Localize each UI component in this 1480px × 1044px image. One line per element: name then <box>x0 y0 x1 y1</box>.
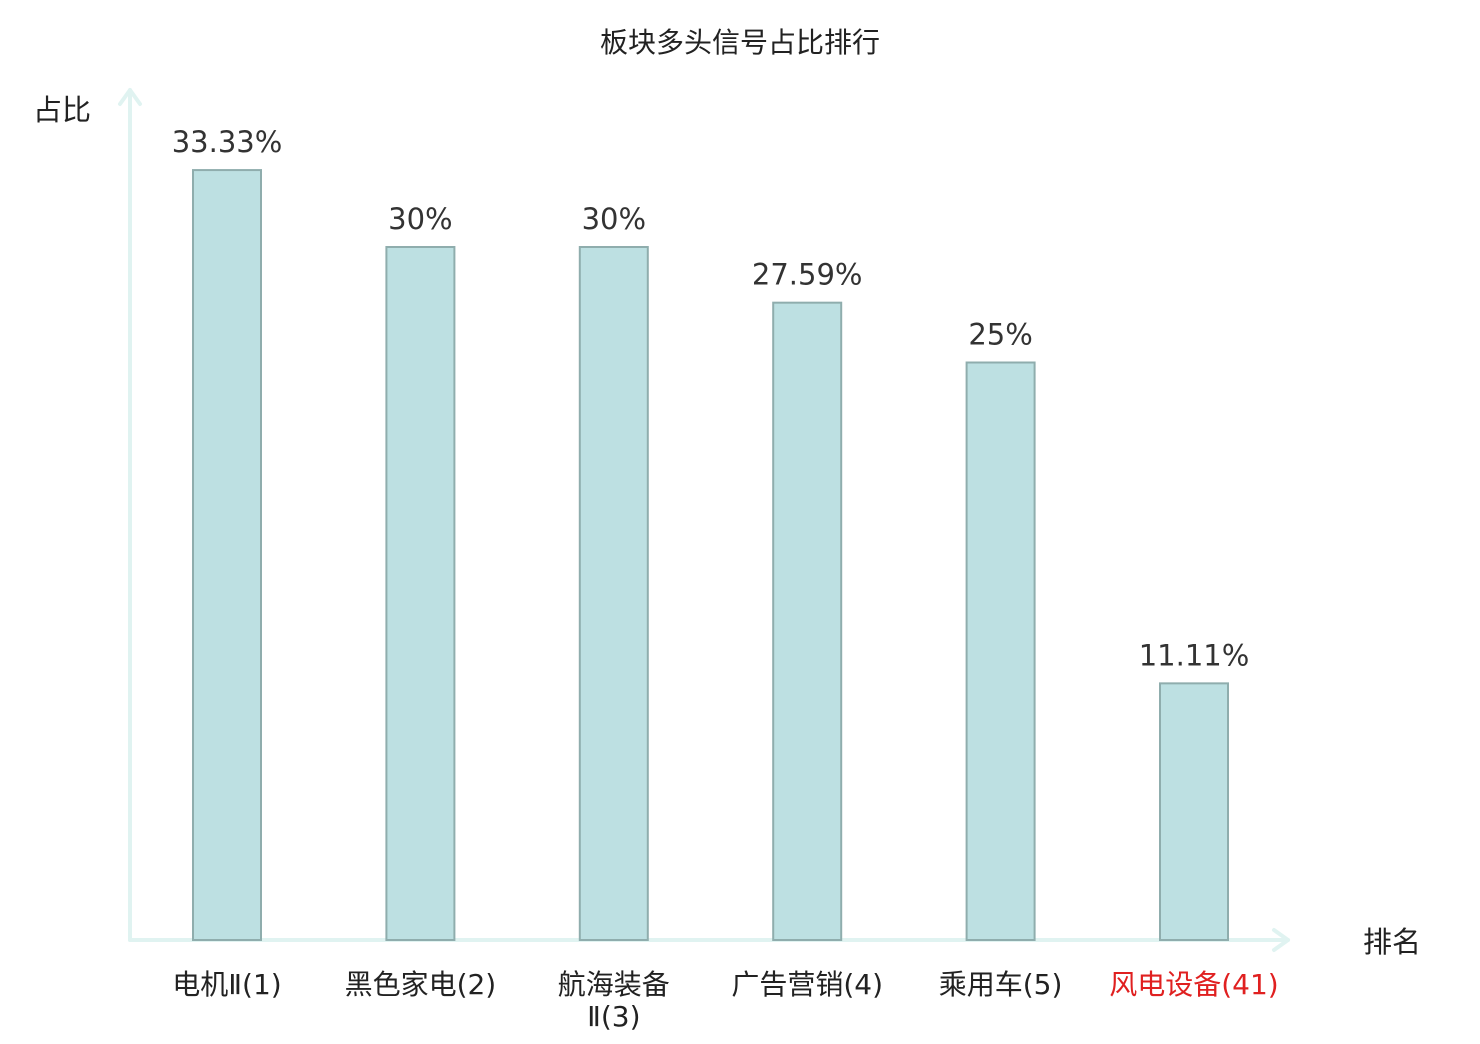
bar <box>1159 682 1229 941</box>
bar <box>578 246 649 941</box>
y-axis-arrow <box>118 88 142 106</box>
bar <box>385 246 456 941</box>
bar-value-label: 25% <box>968 318 1032 352</box>
x-tick-label: 航海装备 <box>558 968 670 1001</box>
bar-value-label: 30% <box>582 202 646 236</box>
x-axis-arrow <box>1272 928 1290 952</box>
bar <box>772 301 843 941</box>
bar-value-label: 11.11% <box>1139 638 1250 672</box>
x-tick-label: 乘用车(5) <box>939 968 1063 1001</box>
x-tick-label: 电机Ⅱ(1) <box>172 968 281 1001</box>
x-tick-label: 黑色家电(2) <box>345 968 497 1001</box>
bar-value-label: 30% <box>388 202 452 236</box>
value-labels: 33.33% 30% 30% 27.59% 25% 11.11% <box>172 125 1250 672</box>
chart-title: 板块多头信号占比排行 <box>600 26 880 59</box>
bar <box>965 361 1036 941</box>
bar <box>192 169 262 941</box>
bars <box>192 169 1229 941</box>
y-axis-label: 占比 <box>33 93 91 127</box>
x-tick-label: 广告营销(4) <box>731 968 883 1001</box>
x-tick-label: Ⅱ(3) <box>587 1000 640 1033</box>
bar-value-label: 27.59% <box>752 258 863 292</box>
bar-value-label: 33.33% <box>172 125 283 159</box>
axes <box>118 88 1290 952</box>
x-axis-label: 排名 <box>1363 925 1421 959</box>
x-tick-label: 风电设备(41) <box>1109 968 1278 1001</box>
